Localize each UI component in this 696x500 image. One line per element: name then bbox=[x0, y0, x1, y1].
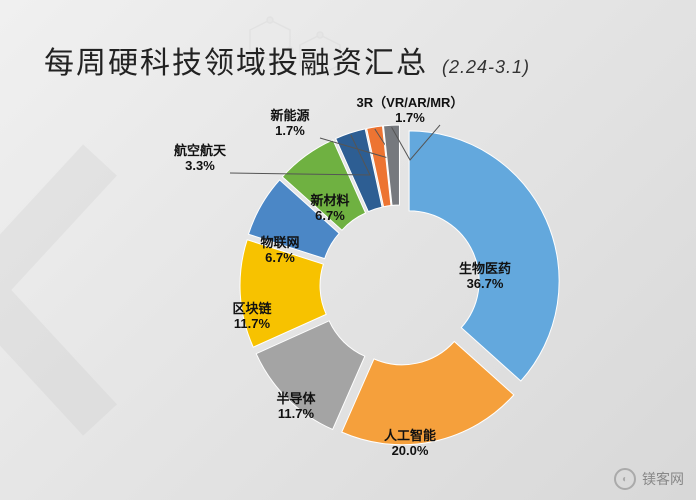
chart-subtitle: (2.24-3.1) bbox=[442, 57, 530, 78]
slice-label-name: 半导体 bbox=[276, 391, 316, 406]
slice-label-name: 新材料 bbox=[310, 193, 349, 208]
donut-slice bbox=[409, 131, 559, 381]
slice-label-name: 区块链 bbox=[232, 301, 272, 316]
slice-label-name: 物联网 bbox=[260, 235, 299, 250]
slice-label-pct: 6.7% bbox=[315, 208, 345, 223]
slice-label-pct: 3.3% bbox=[185, 158, 215, 173]
slice-label-pct: 1.7% bbox=[275, 123, 305, 138]
slice-label-name: 人工智能 bbox=[384, 428, 436, 443]
slice-label-name: 航空航天 bbox=[174, 143, 227, 158]
chart-title: 每周硬科技领域投融资汇总 bbox=[44, 38, 428, 82]
donut-chart: 生物医药36.7%人工智能20.0%半导体11.7%区块链11.7%物联网6.7… bbox=[0, 90, 696, 490]
slice-label-pct: 20.0% bbox=[392, 443, 429, 458]
slice-label-name: 生物医药 bbox=[459, 261, 511, 276]
watermark: ◐ 镁客网 bbox=[614, 468, 684, 490]
slice-label-pct: 6.7% bbox=[265, 250, 295, 265]
chart-header: 每周硬科技领域投融资汇总 (2.24-3.1) bbox=[44, 38, 530, 82]
watermark-text: 镁客网 bbox=[642, 469, 684, 489]
slice-label-name: 新能源 bbox=[270, 108, 309, 123]
slice-label-pct: 11.7% bbox=[234, 316, 271, 331]
slice-label-name: 3R（VR/AR/MR） bbox=[357, 95, 464, 110]
watermark-icon: ◐ bbox=[614, 468, 636, 490]
slice-label-pct: 1.7% bbox=[395, 110, 425, 125]
slice-label-pct: 11.7% bbox=[278, 406, 315, 421]
slice-label-pct: 36.7% bbox=[467, 276, 504, 291]
